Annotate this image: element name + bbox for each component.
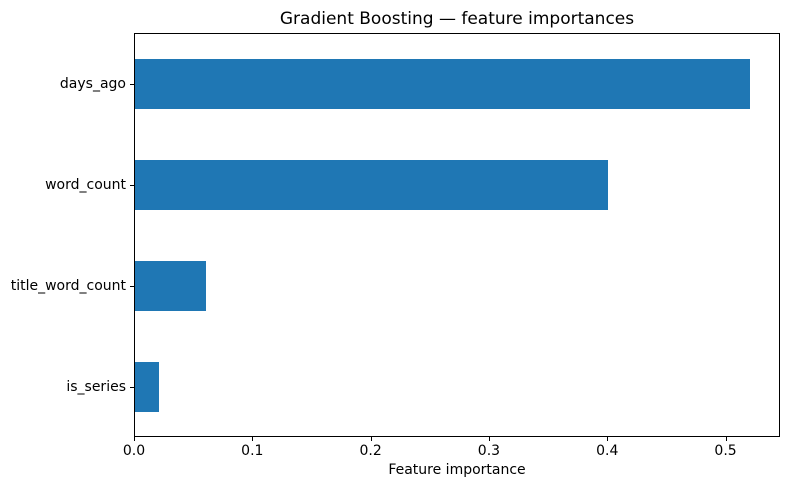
y-tick-mark: [130, 84, 134, 85]
x-tick-label: 0.0: [122, 443, 146, 459]
x-tick-label: 0.3: [477, 443, 501, 459]
y-tick-label: title_word_count: [10, 277, 126, 294]
y-tick-label: word_count: [45, 176, 126, 193]
bar-is_series: [135, 361, 159, 412]
y-tick-label: days_ago: [59, 75, 126, 92]
x-tick-mark: [371, 437, 372, 441]
y-tick-label: is_series: [66, 378, 126, 395]
y-tick-mark: [130, 387, 134, 388]
x-tick-label: 0.2: [359, 443, 382, 459]
x-axis-label: Feature importance: [388, 462, 526, 478]
y-tick-mark: [130, 286, 134, 287]
x-tick-mark: [134, 437, 135, 441]
chart-title: Gradient Boosting — feature importances: [279, 9, 635, 29]
bar-days_ago: [135, 58, 751, 109]
x-tick-mark: [252, 437, 253, 441]
x-tick-label: 0.5: [714, 443, 737, 459]
plot-area: [134, 33, 780, 437]
bar-title_word_count: [135, 260, 206, 311]
x-tick-mark: [607, 437, 608, 441]
x-tick-mark: [489, 437, 490, 441]
bar-word_count: [135, 159, 609, 210]
x-tick-label: 0.4: [596, 443, 619, 459]
x-tick-label: 0.1: [241, 443, 264, 459]
y-tick-mark: [130, 185, 134, 186]
x-tick-mark: [726, 437, 727, 441]
